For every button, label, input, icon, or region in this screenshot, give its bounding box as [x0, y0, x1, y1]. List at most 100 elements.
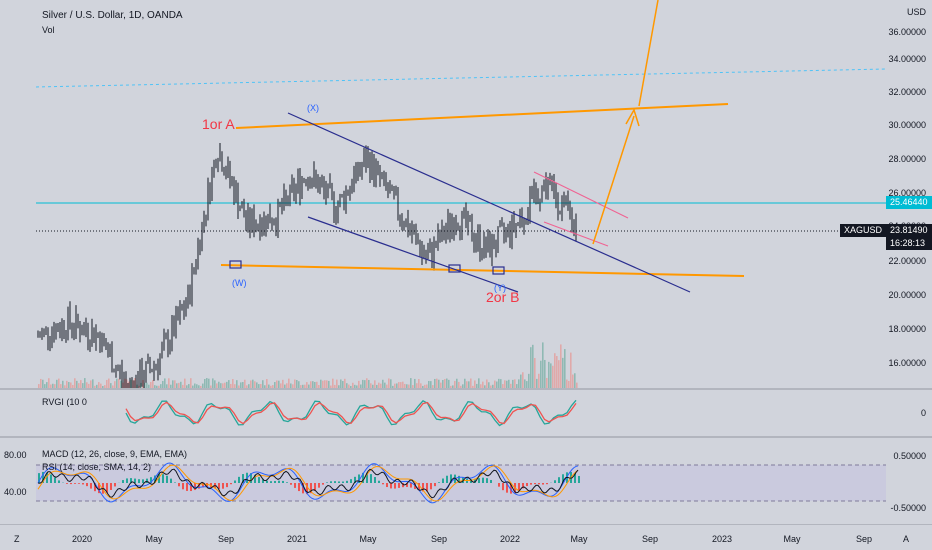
volume-bar — [98, 382, 100, 388]
volume-bar — [450, 385, 452, 388]
histogram-bar — [474, 478, 476, 483]
volume-bar — [402, 381, 404, 388]
histogram-bar — [294, 483, 296, 488]
histogram-bar — [126, 478, 128, 483]
zoom-toggle-button[interactable]: Z — [14, 534, 20, 544]
price-candles — [37, 142, 577, 388]
macd-rsi-pane[interactable]: MACD (12, 26, close, 9, EMA, EMA) RSI (1… — [36, 439, 886, 524]
volume-bar — [542, 342, 544, 388]
histogram-bar — [194, 483, 196, 491]
volume-bar — [358, 380, 360, 388]
volume-bar — [332, 378, 334, 388]
volume-bar — [550, 363, 552, 388]
price-tick: 36.00000 — [888, 27, 926, 37]
volume-bar — [404, 383, 406, 388]
histogram-bar — [186, 483, 188, 491]
volume-bar — [38, 384, 40, 388]
volume-bar — [44, 384, 46, 388]
volume-bar — [64, 385, 66, 388]
volume-bar — [492, 384, 494, 388]
volume-bar — [520, 374, 522, 388]
volume-bar — [366, 378, 368, 388]
histogram-bar — [234, 480, 236, 483]
volume-bar — [286, 383, 288, 388]
pane-divider[interactable] — [0, 388, 932, 390]
volume-bar — [168, 378, 170, 388]
volume-bar — [144, 382, 146, 388]
volume-bar — [386, 384, 388, 388]
histogram-bar — [510, 483, 512, 494]
volume-bar — [380, 383, 382, 388]
volume-bar — [364, 380, 366, 388]
volume-bar — [374, 380, 376, 388]
dashed-trend-line — [36, 68, 886, 88]
pane-divider-2[interactable] — [0, 436, 932, 438]
volume-bar — [120, 380, 122, 388]
time-tick: Sep — [430, 534, 448, 544]
price-tick: 16.00000 — [888, 358, 926, 368]
volume-bar — [456, 378, 458, 388]
time-axis[interactable]: 2020 May Sep 2021 May Sep 2022 May Sep 2… — [36, 526, 886, 550]
histogram-bar — [226, 483, 228, 488]
price-axis[interactable]: USD 36.00000 34.00000 32.00000 30.00000 … — [886, 0, 932, 513]
price-pane[interactable]: 1or A 2or B (X) (W) (Y) — [36, 0, 886, 388]
volume-bar — [100, 383, 102, 388]
histogram-bar — [342, 481, 344, 483]
histogram-bar — [534, 483, 536, 485]
histogram-bar — [558, 477, 560, 483]
volume-bar — [128, 381, 130, 388]
histogram-bar — [326, 482, 328, 483]
volume-bar — [220, 383, 222, 388]
chart-title[interactable]: Silver / U.S. Dollar, 1D, OANDA — [42, 10, 183, 21]
macd-rsi-plot — [36, 462, 886, 504]
volume-bar — [516, 384, 518, 388]
volume-bar — [140, 382, 142, 388]
volume-legend[interactable]: Vol — [42, 25, 55, 35]
price-tick: 32.00000 — [888, 87, 926, 97]
volume-bar — [554, 353, 556, 388]
histogram-bar — [306, 483, 308, 495]
histogram-bar — [46, 472, 48, 483]
histogram-bar — [138, 479, 140, 483]
rsi-legend[interactable]: RSI (14, close, SMA, 14, 2) — [42, 462, 152, 472]
histogram-bar — [150, 477, 152, 483]
volume-bar — [536, 378, 538, 388]
volume-bar — [498, 378, 500, 388]
wave-1a-label: 1or A — [202, 116, 235, 132]
histogram-bar — [250, 473, 252, 483]
volume-bar — [562, 357, 564, 388]
histogram-bar — [178, 483, 180, 487]
histogram-bar — [522, 483, 524, 489]
volume-bar — [510, 383, 512, 388]
histogram-bar — [334, 481, 336, 483]
histogram-bar — [486, 478, 488, 483]
volume-bar — [438, 379, 440, 388]
wave-y-label: (Y) — [494, 283, 506, 293]
rsi-axis[interactable]: 80.00 40.00 — [0, 439, 36, 524]
auto-scale-button[interactable]: A — [903, 534, 910, 544]
histogram-bar — [98, 483, 100, 494]
volume-bar — [418, 379, 420, 388]
volume-bar — [570, 352, 572, 388]
volume-bar — [368, 379, 370, 388]
volume-bar — [86, 382, 88, 388]
volume-bar — [268, 384, 270, 388]
time-tick: Sep — [217, 534, 235, 544]
volume-bar — [200, 385, 202, 388]
macd-legend[interactable]: MACD (12, 26, close, 9, EMA, EMA) — [42, 449, 188, 459]
volume-bar — [154, 385, 156, 388]
macd-line — [37, 462, 579, 504]
rvgi-pane[interactable]: RVGI (10 0 — [36, 391, 886, 436]
volume-bar — [474, 380, 476, 388]
price-tick: 18.00000 — [888, 324, 926, 334]
volume-bar — [250, 380, 252, 388]
volume-bar — [48, 378, 50, 388]
wedge-upper-line — [287, 112, 691, 293]
price-plot — [36, 0, 886, 388]
volume-bar — [302, 384, 304, 388]
volume-bar — [136, 384, 138, 388]
histogram-bar — [38, 473, 40, 483]
histogram-bar — [258, 477, 260, 483]
rvgi-legend[interactable]: RVGI (10 0 — [42, 397, 87, 407]
